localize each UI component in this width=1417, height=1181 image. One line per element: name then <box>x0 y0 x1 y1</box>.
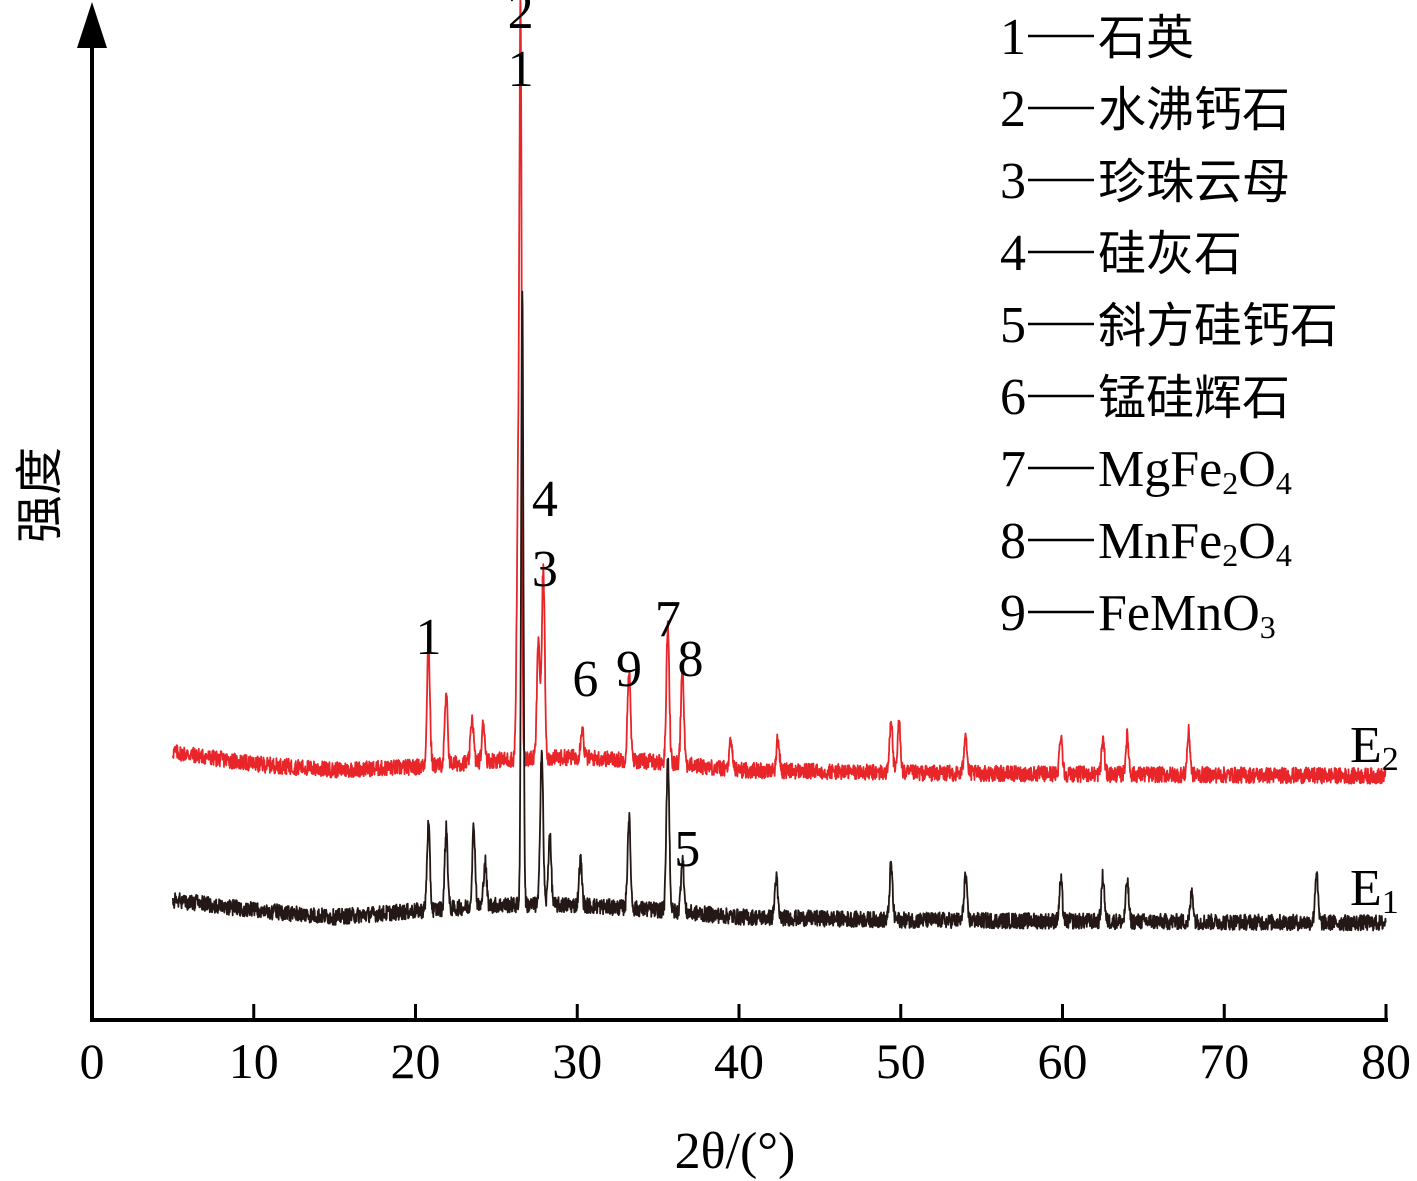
legend-entry: 4 硅灰石 <box>1000 225 1242 282</box>
peak-label: 2 <box>508 0 534 40</box>
x-tick-label: 0 <box>80 1033 105 1089</box>
x-ticks: 0 10 20 30 40 50 60 70 80 <box>80 1004 1411 1089</box>
legend-entry: 3 珍珠云母 <box>1000 153 1290 210</box>
legend-number: 8 <box>1000 513 1026 570</box>
legend-name: 水沸钙石 <box>1098 82 1290 138</box>
x-tick-label: 30 <box>552 1033 602 1089</box>
legend-name: 硅灰石 <box>1098 226 1242 282</box>
legend-entry: 1 石英 <box>1000 9 1194 66</box>
legend-name: 锰硅辉石 <box>1098 370 1290 426</box>
series-name-e1: E1 <box>1350 860 1399 921</box>
legend-number: 5 <box>1000 297 1026 354</box>
legend-entry: 7 MgFe2O4 <box>1000 441 1292 501</box>
series-layer <box>172 0 1387 932</box>
x-tick-label: 70 <box>1199 1033 1249 1089</box>
legend-entry: 8 MnFe2O4 <box>1000 513 1292 573</box>
peak-label: 9 <box>616 641 642 698</box>
peak-label: 1 <box>415 609 441 666</box>
x-axis-label: 2θ/(°) <box>675 1123 796 1180</box>
x-tick-label: 40 <box>714 1033 764 1089</box>
legend-name: 石英 <box>1098 10 1194 66</box>
y-axis-label: 强度 <box>12 447 68 543</box>
peak-label: 4 <box>532 471 558 528</box>
y-axis-arrow <box>77 2 107 48</box>
legend-number: 1 <box>1000 9 1026 66</box>
peak-label: 7 <box>655 591 681 648</box>
x-tick-label: 10 <box>229 1033 279 1089</box>
x-tick-label: 80 <box>1361 1033 1411 1089</box>
peak-label: 8 <box>677 631 703 688</box>
legend-name: 斜方硅钙石 <box>1098 298 1338 354</box>
series-name-labels: E2 E1 <box>1350 717 1399 921</box>
peak-label: 3 <box>532 541 558 598</box>
legend-number: 7 <box>1000 441 1026 498</box>
legend-number: 9 <box>1000 585 1026 642</box>
legend: 1 石英 2 水沸钙石 3 珍珠云母 4 硅灰石 5 斜方硅钙石 6 锰硅辉石 7 MgFe2O4 8 MnF… <box>1000 9 1338 645</box>
x-tick-label: 20 <box>391 1033 441 1089</box>
legend-entry: 2 水沸钙石 <box>1000 81 1290 138</box>
x-tick-label: 60 <box>1038 1033 1088 1089</box>
legend-entry: 5 斜方硅钙石 <box>1000 297 1338 354</box>
peak-label: 6 <box>572 651 598 708</box>
legend-number: 6 <box>1000 369 1026 426</box>
series-line-e2 <box>172 0 1387 785</box>
legend-name: 珍珠云母 <box>1098 154 1290 210</box>
legend-name: MgFe2O4 <box>1098 441 1292 501</box>
x-tick-label: 50 <box>876 1033 926 1089</box>
legend-entry: 6 锰硅辉石 <box>1000 369 1290 426</box>
series-line-e1 <box>172 290 1387 932</box>
legend-name: MnFe2O4 <box>1098 513 1292 573</box>
peak-label: 5 <box>674 821 700 878</box>
legend-number: 4 <box>1000 225 1026 282</box>
series-name-e2: E2 <box>1350 717 1399 778</box>
legend-entry: 9 FeMnO3 <box>1000 585 1276 645</box>
legend-number: 2 <box>1000 81 1026 138</box>
peak-label: 1 <box>508 41 534 98</box>
legend-name: FeMnO3 <box>1098 585 1276 645</box>
legend-number: 3 <box>1000 153 1026 210</box>
